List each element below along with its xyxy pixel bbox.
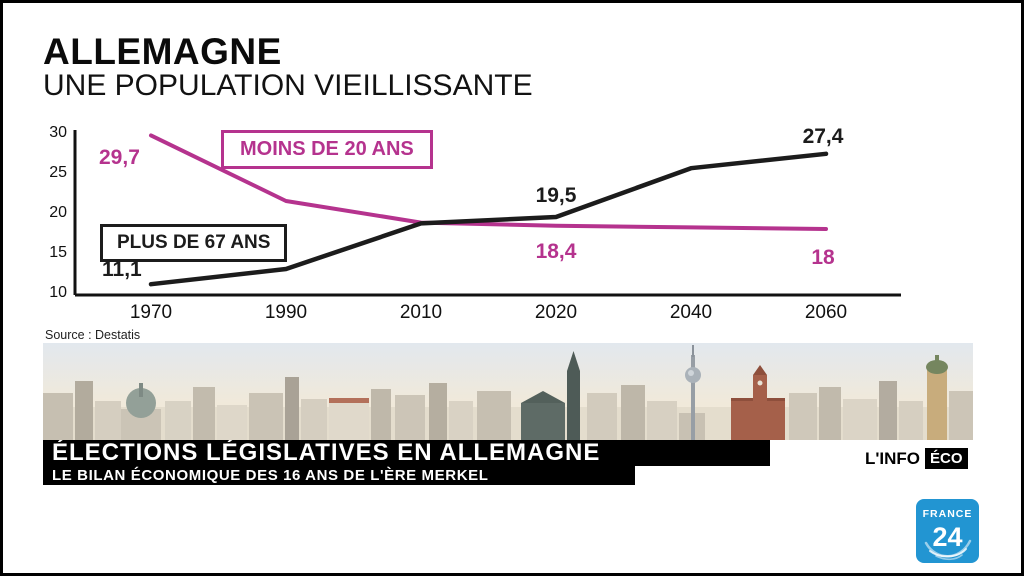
y-tick: 15: [49, 244, 67, 261]
x-tick: 2020: [534, 302, 578, 323]
logo-text-24: 24: [932, 522, 962, 552]
rotes-rathaus-icon: [731, 365, 785, 440]
topic-prefix: L'INFO: [865, 448, 921, 468]
topic-tag: L'INFO ÉCO: [865, 448, 968, 469]
chart-subtitle: UNE POPULATION VIEILLISSANTE: [43, 69, 533, 102]
logo-text-france: FRANCE: [923, 508, 973, 520]
y-tick: 30: [49, 124, 67, 141]
line-moins-de-20-ans: [149, 133, 828, 231]
population-line-chart: [73, 130, 901, 297]
legend-plus-de-67-ans: PLUS DE 67 ANS: [100, 224, 288, 262]
x-tick: 2010: [399, 302, 443, 323]
right-dome-tower-icon: [926, 355, 948, 440]
value-label-moins-2060: 18: [811, 246, 835, 269]
value-label-moins-2020: 18,4: [535, 240, 577, 263]
x-tick: 1990: [264, 302, 308, 323]
x-tick: 2060: [804, 302, 848, 323]
church-spire-icon: [521, 351, 580, 440]
line-plus-de-67-ans: [148, 151, 829, 287]
legend-moins-de-20-ans: MOINS DE 20 ANS: [221, 130, 433, 169]
tv-tower-icon: [679, 345, 705, 440]
value-label-moins-1970: 29,7: [99, 146, 140, 169]
france24-logo: FRANCE 24: [916, 499, 979, 563]
banner-title: ÉLECTIONS LÉGISLATIVES EN ALLEMAGNE: [43, 440, 770, 466]
banner-subtitle: LE BILAN ÉCONOMIQUE DES 16 ANS DE L'ÈRE …: [43, 466, 635, 485]
logo-swirl-icon: [924, 539, 972, 561]
value-label-plus-2020: 19,5: [535, 184, 577, 207]
y-tick: 25: [49, 164, 67, 181]
x-tick: 2040: [669, 302, 713, 323]
x-tick: 1970: [129, 302, 173, 323]
value-label-plus-1970: 11,1: [102, 258, 142, 281]
y-tick: 20: [49, 204, 67, 221]
city-buildings: [43, 345, 973, 440]
value-label-plus-2060: 27,4: [802, 125, 844, 148]
berlin-skyline-image: [43, 343, 973, 440]
topic-highlight: ÉCO: [925, 448, 968, 469]
chart-header: ALLEMAGNE UNE POPULATION VIEILLISSANTE: [43, 33, 533, 102]
y-tick: 10: [49, 284, 67, 301]
source-credit: Source : Destatis: [45, 328, 141, 342]
chart-title: ALLEMAGNE: [43, 31, 282, 72]
cathedral-dome-icon: [121, 383, 161, 440]
